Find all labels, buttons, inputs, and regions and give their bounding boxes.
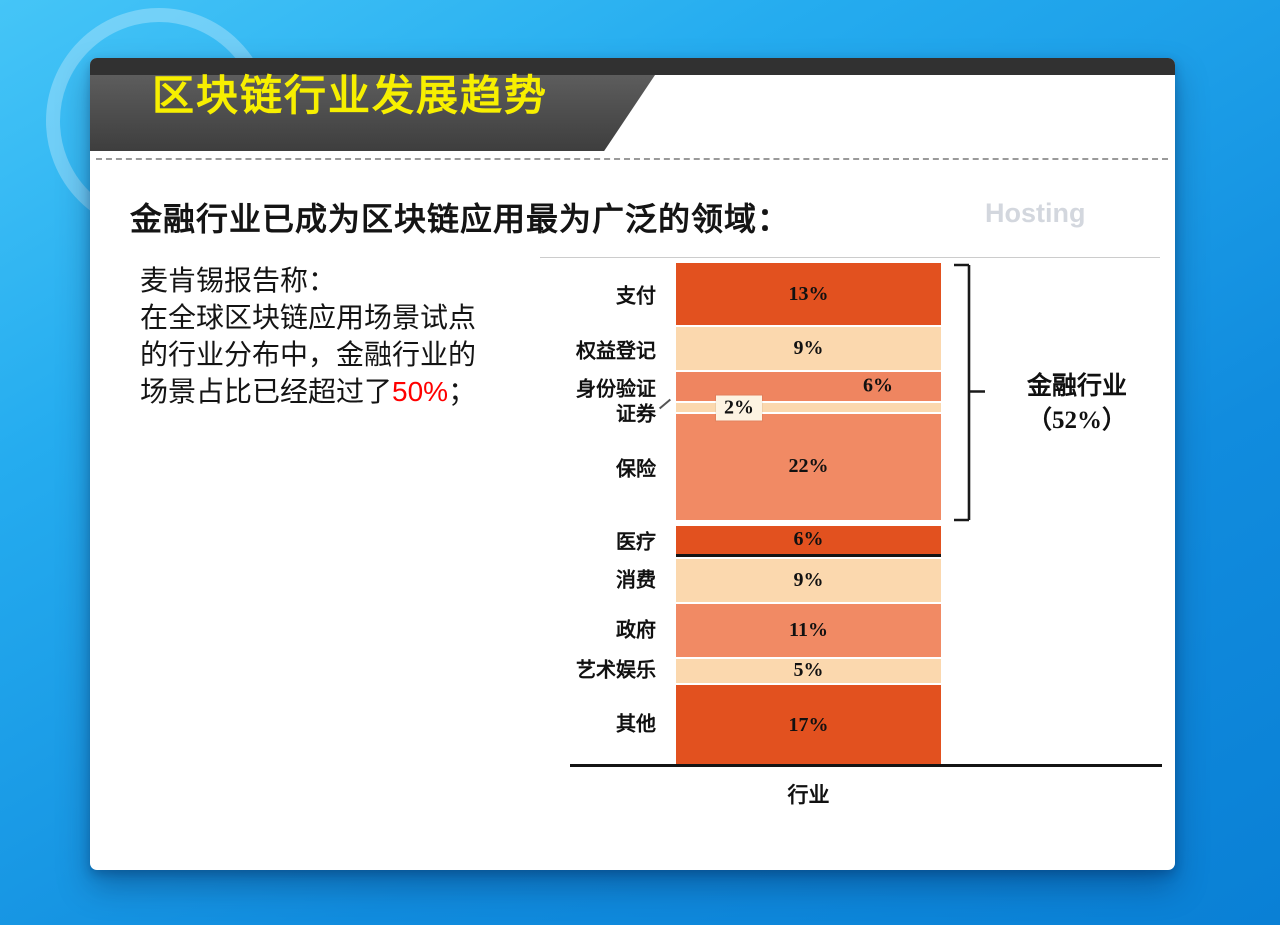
leader-line	[658, 398, 672, 409]
finance-group-bracket	[954, 263, 985, 522]
bar-segment-其他: 17%	[676, 684, 941, 766]
note-line-4-suffix: ；	[448, 376, 477, 407]
finance-group-name: 金融行业	[1026, 372, 1127, 400]
note-line-4-prefix: 场景占比已经超过了	[140, 376, 393, 407]
category-label: 保险	[616, 458, 656, 481]
dashed-divider	[96, 158, 1168, 160]
bar-segment-支付: 13%	[676, 263, 941, 326]
chart-top-border	[540, 257, 1160, 258]
section-heading: 金融行业已成为区块链应用最为广泛的领域：	[130, 201, 791, 237]
bar-stack: 13% 9% 6% 2% 22% 6% 9% 11% 5% 17%	[676, 263, 941, 766]
header-top-strip	[90, 58, 1175, 75]
bar-segment-消费: 9%	[676, 559, 941, 603]
bar-segment-政府: 11%	[676, 604, 941, 657]
category-label: 身份验证	[576, 378, 656, 400]
bar-segment-保险: 22%	[676, 414, 941, 520]
bar-segment-艺术娱乐: 5%	[676, 658, 941, 683]
percent-label: 22%	[788, 455, 829, 478]
slide-title: 区块链行业发展趋势	[152, 72, 549, 119]
percent-label: 9%	[793, 337, 824, 360]
percent-label: 2%	[716, 395, 762, 421]
note-highlight: 50%	[392, 376, 449, 407]
category-label: 权益登记	[576, 340, 656, 363]
x-axis-line	[570, 764, 1162, 767]
stacked-bar-chart: 支付权益登记身份验证证券保险医疗消费政府艺术娱乐其他 13% 9% 6% 2% 22% 6…	[530, 257, 1170, 822]
category-label: 其他	[616, 713, 656, 736]
x-axis-label: 行业	[787, 783, 830, 807]
note-paragraph: 麦肯锡报告称： 在全球区块链应用场景试点 的行业分布中，金融行业的 场景占比已经…	[140, 262, 476, 410]
category-label: 证券	[616, 403, 656, 425]
watermark-text: Hosting	[985, 198, 1086, 228]
category-label: 支付	[616, 285, 656, 308]
percent-label: 9%	[793, 569, 824, 592]
percent-label: 13%	[788, 282, 829, 305]
finance-group-label: 金融行业 （52%）	[982, 370, 1172, 438]
category-label-column: 支付权益登记身份验证证券保险医疗消费政府艺术娱乐其他	[530, 263, 672, 763]
finance-group-value: （52%）	[1026, 406, 1127, 434]
note-line-1: 麦肯锡报告称：	[140, 265, 337, 296]
category-label: 消费	[616, 569, 656, 592]
percent-label: 17%	[788, 713, 829, 736]
category-label: 医疗	[616, 531, 656, 554]
percent-label: 6%	[793, 528, 824, 551]
slide-card: 区块链行业发展趋势 金融行业已成为区块链应用最为广泛的领域： Hosting 麦…	[90, 58, 1175, 870]
header-title-bar	[90, 75, 655, 151]
percent-label: 11%	[789, 618, 828, 641]
note-line-2: 在全球区块链应用场景试点	[140, 302, 477, 333]
category-label: 政府	[616, 619, 656, 642]
category-label: 艺术娱乐	[576, 659, 656, 682]
note-line-3: 的行业分布中，金融行业的	[140, 339, 477, 370]
bar-segment-权益登记: 9%	[676, 327, 941, 371]
note-line-4: 场景占比已经超过了50%；	[140, 373, 476, 410]
percent-label: 6%	[863, 374, 893, 397]
percent-label: 5%	[793, 659, 824, 682]
bar-segment-证券: 2%	[676, 395, 941, 421]
bar-segment-医疗: 6%	[676, 525, 941, 558]
